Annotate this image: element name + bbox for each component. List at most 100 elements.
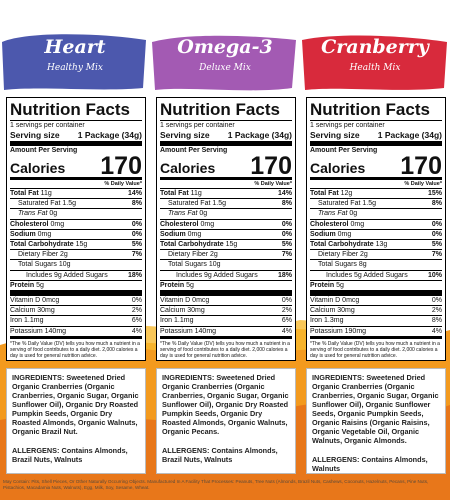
nutrient-dv: 7% — [281, 251, 292, 259]
nutrient-amount: 0mcg — [192, 297, 210, 305]
nutrient-label: Calcium 30mg — [10, 306, 55, 315]
product-column: Cranberry Health Mix Nutrition Facts 1 serv… — [306, 0, 446, 500]
nutrient-name: Includes 9g Added Sugars — [176, 271, 258, 279]
nutrient-name: Iron — [10, 317, 23, 325]
nutrient-amount: 0mg — [187, 230, 202, 238]
nutrient-amount: 30mg — [187, 307, 205, 315]
nutrient-label: Calcium 30mg — [160, 306, 205, 315]
servings: 1 servings per container — [10, 122, 85, 129]
nutrient-label: Vitamin D 0mcg — [310, 296, 359, 305]
dv-header: % Daily Value* — [404, 181, 442, 187]
dv-header: % Daily Value* — [104, 181, 142, 187]
nutrient-row: Sodium 0mg 0% — [10, 228, 142, 239]
product-column: Omega-3 Deluxe Mix Nutrition Facts 1 servin… — [156, 0, 296, 500]
nutrient-label: Protein 5g — [10, 281, 44, 290]
nutrient-name: Iron — [310, 317, 323, 325]
nutrient-name: Total Fat — [160, 190, 189, 197]
ingredients-label: INGREDIENTS: — [12, 373, 65, 382]
nutrient-amount: 1.5g — [62, 200, 76, 208]
nutrient-name: Vitamin D — [160, 297, 191, 305]
allergens-text: Contains Almonds, Brazil Nuts, Walnuts — [12, 446, 128, 464]
nutrient-label: Total Fat 11g — [160, 189, 202, 198]
nutrient-row: Potassium 190mg 4% — [310, 325, 442, 339]
allergens-label: ALLERGENS: — [312, 455, 360, 464]
footer-text: May Contain: Pits, Shell Pieces, Or Othe… — [3, 479, 429, 490]
nutrient-amount: 30mg — [337, 307, 355, 315]
nutrient-label: Sodium 0mg — [10, 230, 51, 239]
nutrient-row: Vitamin D 0mcg 0% — [10, 295, 142, 305]
nutrient-label: Total Sugars 10g — [18, 260, 71, 269]
allergens: ALLERGENS: Contains Almonds, Brazil Nuts… — [12, 446, 140, 464]
amount-per-serving: Amount Per Serving — [160, 147, 228, 154]
serving-size-label: Serving size — [310, 130, 360, 140]
nutrient-row: Total Carbohydrate 13g 5% — [310, 239, 442, 249]
nutrient-dv: 2% — [281, 307, 292, 315]
footnote: *The % Daily Value (DV) tells you how mu… — [310, 340, 440, 359]
nutrient-dv: 5% — [281, 241, 292, 249]
nutrient-name: Includes 5g Added Sugars — [326, 271, 408, 279]
nutrient-amount: 1.1mg — [24, 317, 44, 325]
panel-heading: Nutrition Facts — [10, 100, 142, 121]
nutrient-row: Total Fat 11g 14% — [160, 188, 292, 198]
nutrient-amount: 15g — [225, 241, 238, 249]
ingredients-label: INGREDIENTS: — [312, 373, 365, 382]
nutrient-row: Includes 9g Added Sugars 18% — [10, 269, 142, 280]
nutrient-label: Vitamin D 0mcg — [10, 296, 59, 305]
nutrient-row: Saturated Fat 1.5g 8% — [10, 198, 142, 208]
nutrient-row: Vitamin D 0mcg 0% — [310, 295, 442, 305]
allergens-text: Contains Almonds, Walnuts — [312, 455, 428, 473]
nutrient-amount: 140mg — [194, 327, 217, 335]
nutrient-name: Total Fat — [310, 190, 339, 197]
amount-per-serving: Amount Per Serving — [10, 147, 78, 154]
serving-size-row: Serving size 1 Package (34g) — [310, 130, 442, 146]
nutrient-row: Sodium 0mg 0% — [310, 228, 442, 239]
nutrient-dv: 2% — [131, 307, 142, 315]
footnote: *The % Daily Value (DV) tells you how mu… — [10, 340, 140, 359]
nutrient-dv: 0% — [281, 297, 292, 305]
nutrient-dv: 8% — [431, 200, 442, 208]
nutrient-label: Protein 5g — [160, 281, 194, 290]
nutrient-label: Includes 9g Added Sugars — [26, 271, 108, 280]
nutrient-amount: 0mcg — [342, 297, 360, 305]
nutrient-row: Protein 5g — [10, 279, 142, 296]
nutrient-amount: 1.5g — [362, 200, 376, 208]
nutrient-row: Calcium 30mg 2% — [160, 305, 292, 315]
nutrient-row: Dietary Fiber 2g 7% — [160, 249, 292, 259]
nutrient-dv: 0% — [431, 297, 442, 305]
nutrient-amount: 13g — [375, 241, 388, 249]
nutrient-dv: 5% — [431, 241, 442, 249]
nutrient-label: Dietary Fiber 2g — [318, 250, 368, 259]
nutrient-row: Total Sugars 10g — [10, 259, 142, 269]
nutrient-label: Iron 1.1mg — [160, 316, 193, 325]
calories-label: Calories — [310, 160, 366, 176]
nutrient-amount: 11g — [190, 190, 202, 197]
nutrient-label: Dietary Fiber 2g — [168, 250, 218, 259]
nutrient-row: Trans Fat 0g — [310, 208, 442, 218]
nutrient-label: Saturated Fat 1.5g — [318, 199, 376, 208]
serving-size-label: Serving size — [160, 130, 210, 140]
nutrient-label: Trans Fat 0g — [168, 209, 207, 218]
nutrient-row: Total Sugars 8g — [310, 259, 442, 269]
nutrient-dv: 18% — [127, 271, 142, 279]
serving-size: 1 Package (34g) — [77, 130, 142, 140]
nutrient-label: Sodium 0mg — [310, 230, 351, 239]
nutrient-label: Sodium 0mg — [160, 230, 201, 239]
nutrient-label: Protein 5g — [310, 281, 344, 290]
nutrient-label: Cholesterol 0mg — [310, 220, 364, 229]
servings: 1 servings per container — [160, 122, 235, 129]
nutrient-name: Vitamin D — [10, 297, 41, 305]
nutrient-dv: 0% — [281, 220, 292, 228]
nutrient-row: Total Fat 11g 14% — [10, 188, 142, 198]
allergens-label: ALLERGENS: — [12, 446, 60, 455]
nutrient-label: Potassium 140mg — [160, 327, 216, 336]
nutrient-label: Saturated Fat 1.5g — [18, 199, 76, 208]
nutrient-amount: 1.3mg — [324, 317, 344, 325]
ingredients-box: INGREDIENTS: Sweetened Dried Organic Cra… — [306, 368, 446, 474]
nutrient-name: Potassium — [160, 327, 193, 335]
nutrient-dv: 0% — [431, 230, 442, 238]
nutrient-dv: 0% — [431, 220, 442, 228]
nutrient-amount: 10g — [208, 261, 221, 269]
nutrition-panel: Nutrition Facts 1 servings per container S… — [6, 97, 146, 361]
nutrient-name: Saturated Fat — [18, 200, 61, 208]
